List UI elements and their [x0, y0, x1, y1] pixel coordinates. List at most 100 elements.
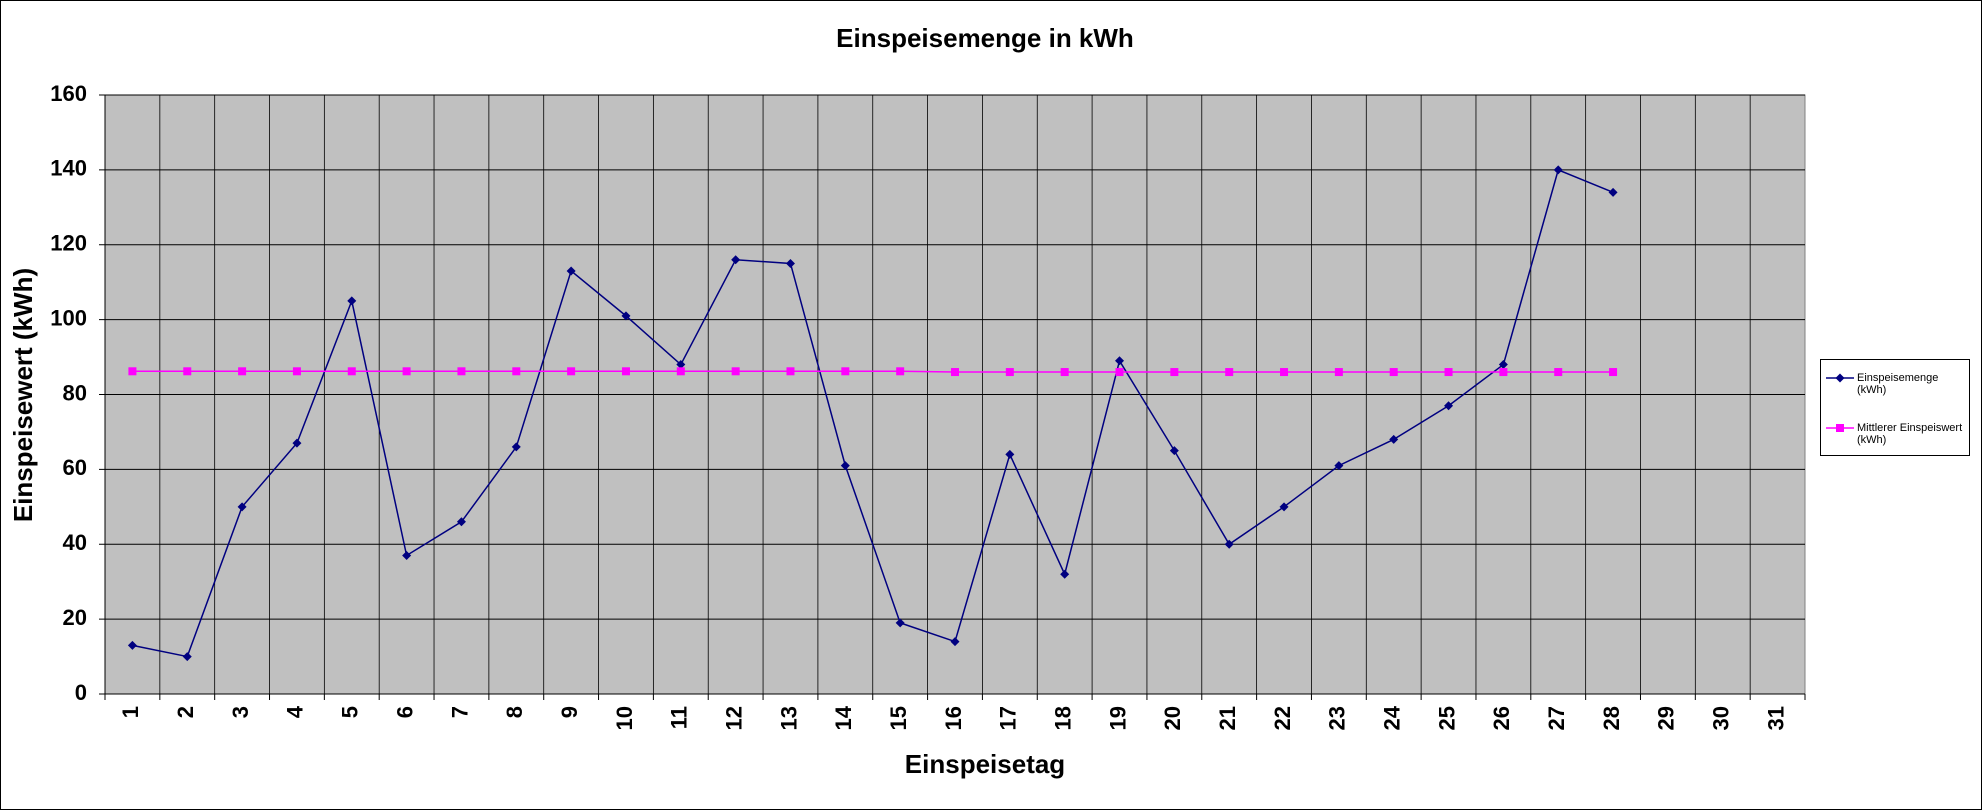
point: [512, 367, 521, 376]
x-tick-label: 16: [941, 706, 966, 730]
x-tick-label: 3: [228, 706, 253, 718]
legend-point: [1835, 373, 1845, 383]
x-tick-label: 24: [1380, 705, 1405, 730]
point: [1553, 165, 1563, 175]
point: [676, 367, 685, 376]
point: [676, 360, 686, 370]
x-tick-label: 13: [776, 706, 801, 730]
x-tick-label: 4: [283, 705, 308, 718]
legend: Einspeisemenge (kWh) Mittlerer Einspeiswe…: [1820, 359, 1970, 456]
point: [347, 367, 356, 376]
x-axis-label: Einspeisetag: [905, 749, 1065, 779]
point: [621, 311, 631, 321]
x-tick-label: 21: [1215, 706, 1240, 730]
point: [237, 502, 247, 512]
x-tick-label: 9: [557, 706, 582, 718]
x-tick-label: 23: [1325, 706, 1350, 730]
x-tick-label: 5: [338, 706, 363, 718]
point: [511, 442, 521, 452]
x-tick-label: 8: [502, 706, 527, 718]
point: [128, 367, 137, 376]
x-tick-label: 6: [392, 706, 417, 718]
legend-marker: [1826, 373, 1854, 383]
point: [1060, 368, 1069, 377]
point: [566, 266, 576, 276]
point: [896, 367, 905, 376]
legend-point: [1836, 424, 1844, 432]
x-tick-label: 22: [1270, 706, 1295, 730]
x-tick-label: 17: [996, 706, 1021, 730]
series-line: [132, 168, 1614, 658]
legend-label: Mittlerer Einspeiswert (kWh): [1857, 422, 1963, 446]
point: [292, 438, 302, 448]
y-tick-label: 60: [63, 455, 87, 480]
chart-title: Einspeisemenge in kWh: [836, 23, 1134, 53]
point: [951, 368, 959, 377]
point: [402, 367, 411, 376]
point: [1608, 187, 1618, 197]
point: [347, 296, 357, 306]
x-tick-label: 27: [1544, 706, 1569, 730]
point: [182, 652, 192, 662]
x-tick-label: 28: [1599, 706, 1624, 730]
point: [621, 367, 630, 376]
y-tick-label: 100: [50, 305, 87, 330]
x-tick-label: 10: [612, 706, 637, 730]
point: [1389, 434, 1399, 444]
point: [238, 367, 247, 376]
y-tick-label: 20: [63, 605, 87, 630]
point: [183, 367, 192, 376]
legend-label: Einspeisemenge (kWh): [1857, 372, 1939, 396]
y-tick-label: 40: [63, 530, 87, 555]
point: [1170, 368, 1179, 377]
point: [1499, 368, 1508, 377]
point: [1444, 401, 1454, 411]
point: [1115, 368, 1124, 377]
x-tick-label: 7: [447, 706, 472, 718]
point: [1334, 461, 1344, 471]
x-tick-label: 31: [1763, 706, 1788, 730]
y-tick-label: 0: [75, 680, 87, 705]
x-tick-label: 12: [721, 706, 746, 730]
point: [1554, 368, 1563, 377]
x-tick-label: 2: [173, 706, 198, 718]
point: [1224, 539, 1234, 549]
point: [895, 618, 905, 628]
point: [1498, 360, 1508, 370]
x-tick-label: 11: [667, 706, 692, 729]
point: [457, 367, 466, 376]
point: [1169, 446, 1179, 456]
x-tick-label: 30: [1709, 706, 1734, 730]
point: [1060, 569, 1070, 579]
point: [1389, 368, 1398, 377]
point: [402, 550, 412, 560]
point: [840, 461, 850, 471]
point: [1609, 368, 1618, 377]
y-tick-label: 140: [50, 156, 87, 181]
legend-marker: [1826, 424, 1854, 432]
point: [731, 255, 741, 265]
series-line: [132, 370, 1614, 373]
point: [1225, 368, 1234, 377]
y-tick-label: 120: [50, 231, 87, 256]
point: [1005, 368, 1014, 377]
point: [1280, 368, 1289, 377]
point: [1115, 356, 1125, 366]
x-tick-label: 29: [1654, 706, 1679, 730]
point: [567, 367, 576, 376]
x-tick-label: 25: [1434, 706, 1459, 730]
x-tick-label: 14: [831, 705, 856, 730]
point: [786, 367, 795, 376]
x-tick-label: 20: [1160, 706, 1185, 730]
x-tick-label: 26: [1489, 706, 1514, 730]
x-tick-label: 1: [118, 706, 143, 718]
y-tick-label: 160: [50, 81, 87, 106]
point: [731, 367, 740, 376]
point: [1444, 368, 1453, 377]
x-tick-label: 19: [1105, 706, 1130, 730]
y-tick-label: 80: [63, 380, 87, 405]
point: [456, 517, 466, 527]
x-tick-label: 18: [1050, 706, 1075, 730]
